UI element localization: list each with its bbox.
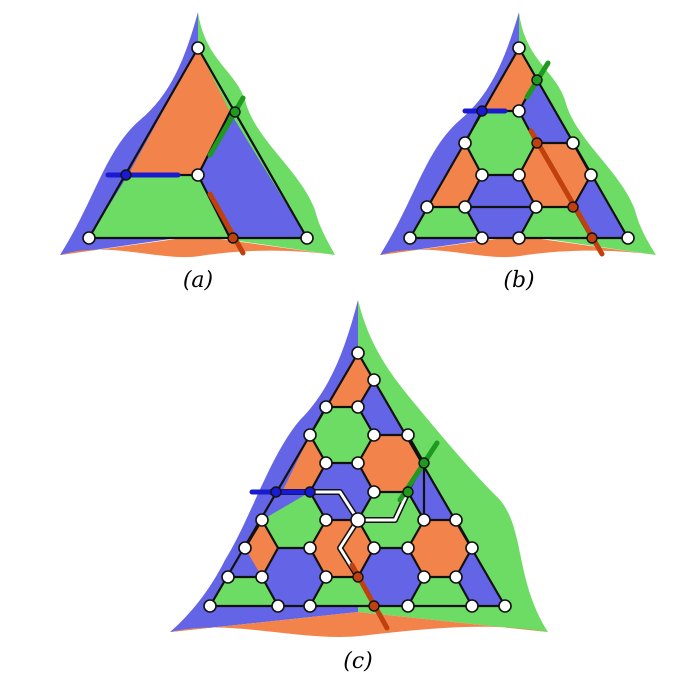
hex-blue: [358, 548, 424, 606]
vertex: [401, 428, 415, 442]
triangle-left: [89, 175, 230, 238]
vertex: [255, 513, 269, 527]
blue-line-marker: [120, 169, 132, 181]
green-line-marker: [531, 74, 543, 86]
cell-green-left: [410, 207, 482, 238]
vertex: [512, 231, 526, 245]
vertex: [367, 373, 381, 387]
vertex: [566, 136, 580, 150]
vertex: [449, 513, 463, 527]
vertex: [458, 200, 472, 214]
green-line-marker: [418, 457, 430, 469]
region-orange: [380, 236, 656, 258]
route-lines: [105, 95, 246, 256]
green-line-marker: [402, 486, 414, 498]
cell-green-mid: [310, 577, 374, 606]
route-lines: [249, 440, 440, 631]
panel-label-c: (c): [343, 649, 373, 674]
vertex: [512, 104, 526, 118]
vertex: [191, 41, 205, 55]
vertex: [621, 231, 635, 245]
region-orange: [170, 612, 548, 637]
orange-line-marker: [586, 232, 598, 244]
triangle-right: [198, 112, 307, 238]
hex-green: [310, 407, 374, 463]
vertices: [203, 346, 512, 613]
top-cell: [326, 353, 374, 407]
vertex: [221, 570, 235, 584]
panel-c: (c): [170, 300, 548, 674]
vertex: [498, 599, 512, 613]
orange-line-marker: [567, 201, 579, 213]
vertex: [417, 570, 431, 584]
vertex: [319, 513, 333, 527]
vertex: [319, 570, 333, 584]
vertex: [475, 168, 489, 182]
vertex: [271, 599, 285, 613]
vertex: [401, 599, 415, 613]
vertex: [420, 200, 434, 214]
vertex: [319, 400, 333, 414]
vertex: [417, 513, 431, 527]
top-cell: [465, 48, 536, 143]
blue-line-marker: [476, 105, 488, 117]
vertex: [350, 512, 366, 528]
vertex: [351, 400, 365, 414]
vertex: [300, 231, 314, 245]
orange-line-marker: [368, 600, 380, 612]
hex-green: [262, 492, 326, 548]
vertex: [512, 168, 526, 182]
cell-orange-left: [282, 435, 326, 492]
vertex: [465, 541, 479, 555]
cell-green-left: [210, 577, 278, 606]
orange-line-marker: [531, 137, 543, 149]
triangle-top: [128, 48, 230, 175]
vertex: [303, 541, 317, 555]
orange-line-marker: [227, 232, 239, 244]
vertex: [303, 428, 317, 442]
vertex: [303, 599, 317, 613]
region-orange: [60, 236, 335, 258]
orange-line: [207, 191, 246, 256]
vertex: [584, 168, 598, 182]
vertex: [401, 541, 415, 555]
vertex: [319, 456, 333, 470]
vertices: [403, 41, 635, 245]
vertex: [191, 168, 205, 182]
blue-line-marker: [270, 486, 282, 498]
vertex: [203, 599, 217, 613]
vertex: [475, 231, 489, 245]
cell-orange-left: [427, 143, 482, 207]
hex-blue: [262, 548, 326, 606]
vertex: [403, 231, 417, 245]
hex-orange: [408, 520, 472, 577]
vertex: [449, 570, 463, 584]
vertex: [367, 428, 381, 442]
panel-label-b: (b): [503, 268, 534, 293]
cell-green-right: [408, 577, 472, 606]
vertices: [82, 41, 314, 245]
green-line-marker: [229, 106, 241, 118]
panel-b: (b): [380, 12, 656, 293]
vertex: [512, 41, 526, 55]
vertex: [529, 200, 543, 214]
vertex: [255, 570, 269, 584]
route-lines: [462, 60, 605, 257]
orange-line-marker: [352, 571, 364, 583]
hex-orange: [358, 435, 424, 492]
vertex: [367, 485, 381, 499]
vertex: [458, 136, 472, 150]
panel-label-a: (a): [183, 268, 213, 293]
vertex: [367, 541, 381, 555]
cell-green-right: [519, 207, 591, 238]
blue-line-marker: [304, 486, 316, 498]
vertex: [238, 541, 252, 555]
hex-green: [465, 111, 536, 175]
vertex: [82, 231, 96, 245]
panel-a: (a): [60, 12, 335, 293]
vertex: [465, 599, 479, 613]
vertex: [351, 346, 365, 360]
vertex: [351, 456, 365, 470]
